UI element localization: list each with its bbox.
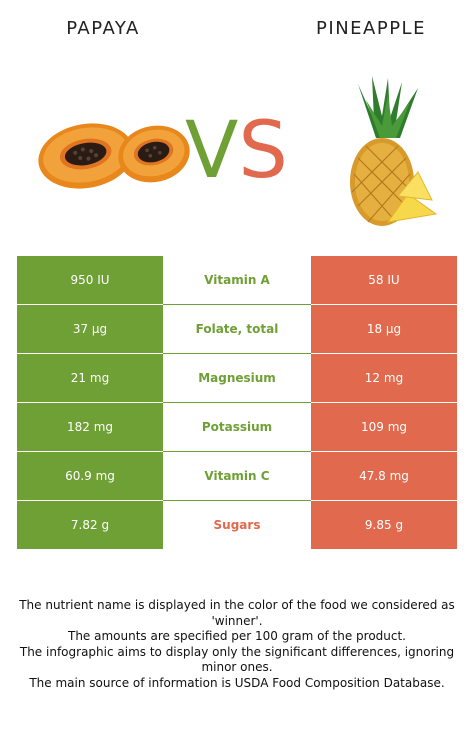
vs-s: S [238,106,288,196]
vs-label: VS [185,108,288,194]
nutrient-name: Magnesium [163,353,311,403]
right-value: 9.85 g [311,500,457,549]
footer-line: The main source of information is USDA F… [29,675,445,690]
table-row: 7.82 g Sugars 9.85 g [17,500,457,549]
left-value: 950 IU [17,256,163,305]
table-row: 21 mg Magnesium 12 mg [17,353,457,403]
right-value: 12 mg [311,353,457,403]
nutrient-name: Potassium [163,402,311,452]
left-value: 7.82 g [17,500,163,549]
footer-line: The infographic aims to display only the… [19,644,455,675]
nutrient-name: Vitamin C [163,451,311,501]
table-row: 950 IU Vitamin A 58 IU [17,256,457,305]
papaya-image [38,123,190,189]
footer-notes: The nutrient name is displayed in the co… [10,598,464,691]
right-value: 18 µg [311,304,457,354]
left-value: 37 µg [17,304,163,354]
pineapple-image [350,76,438,226]
nutrient-name: Folate, total [163,304,311,354]
comparison-table: 950 IU Vitamin A 58 IU 37 µg Folate, total 18… [17,256,457,549]
left-food-title: PAPAYA [66,18,140,39]
nutrient-name: Vitamin A [163,256,311,305]
table-row: 37 µg Folate, total 18 µg [17,304,457,354]
right-food-title: PINEAPPLE [316,18,426,39]
right-value: 47.8 mg [311,451,457,501]
left-value: 60.9 mg [17,451,163,501]
right-value: 109 mg [311,402,457,452]
nutrient-name: Sugars [163,500,311,549]
footer-line: The amounts are specified per 100 gram o… [67,629,406,643]
left-value: 21 mg [17,353,163,403]
footer-line: The nutrient name is displayed in the co… [19,598,455,628]
right-value: 58 IU [311,256,457,305]
table-row: 182 mg Potassium 109 mg [17,402,457,452]
vs-v: V [185,106,239,196]
table-row: 60.9 mg Vitamin C 47.8 mg [17,451,457,501]
left-value: 182 mg [17,402,163,452]
